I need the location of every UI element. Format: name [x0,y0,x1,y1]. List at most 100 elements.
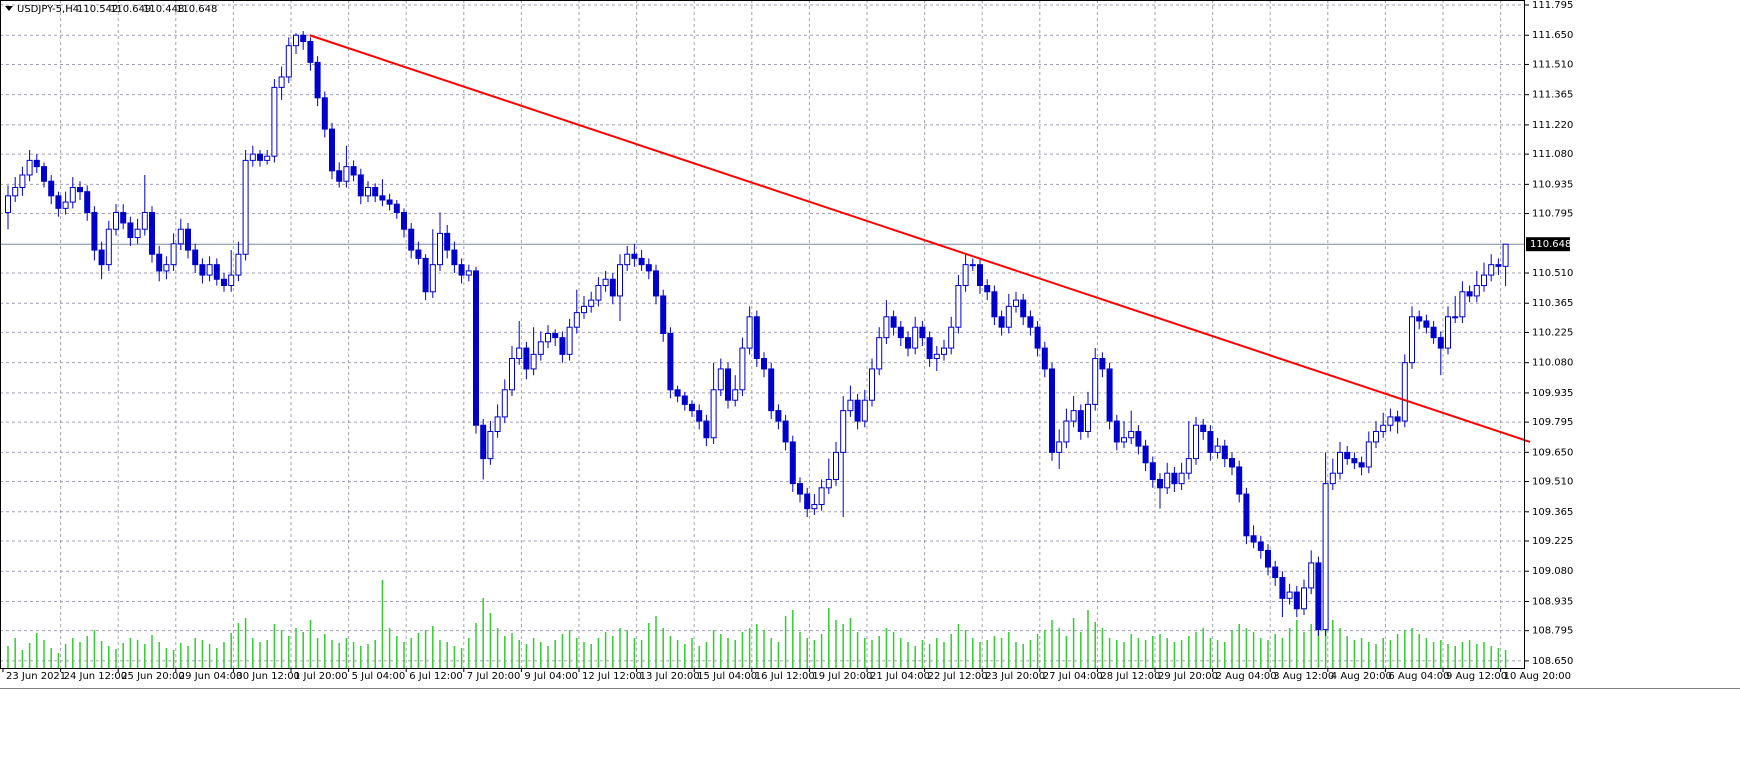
candle-body [1394,416,1401,422]
symbol-label: USDJPY-5,H4 [17,4,79,15]
volume-bar [1303,632,1305,668]
candle-body [818,487,825,505]
volume-bar [950,634,952,668]
candle-body [365,186,371,197]
candle-body [465,270,472,276]
volume-bar [1252,632,1255,668]
volume-bar [1173,642,1176,668]
candle-body [782,420,789,443]
volume-bar [158,642,160,668]
candle-body [905,337,911,349]
candle-body [1387,416,1394,426]
candle-body [631,253,638,259]
x-tick-label: 9 Jul 04:00 [524,671,578,682]
volume-bar [806,638,808,668]
last-price-label: 110.648 [1530,239,1571,250]
candle-body [415,249,422,259]
candle-body [285,45,292,78]
volume-bar [432,626,434,668]
y-tick-label: 109.650 [1532,447,1573,458]
volume-bar [475,623,477,668]
y-tick-label: 109.080 [1532,566,1573,577]
candle-body [1308,562,1315,589]
candle-body [825,478,832,489]
candle-body [393,203,400,214]
candle-body [653,270,659,297]
volume-bar [1231,630,1233,668]
candle-body [91,212,98,251]
volume-bar [223,642,225,668]
candle-body [1365,441,1372,468]
volume-bar [1209,638,1212,668]
candle-body [811,503,818,510]
candle-body [336,170,343,182]
candle-body [1473,285,1480,297]
candle-body [667,332,674,391]
candle-body [199,264,206,276]
candle-body [1207,430,1214,453]
candle-body [1085,403,1091,432]
volume-bar [1396,634,1399,668]
candle-body [703,420,710,439]
x-tick-label: 9 Aug 12:00 [1446,671,1507,682]
volume-bar [763,630,765,668]
x-tick-label: 10 Aug 20:00 [1504,671,1571,682]
volume-bar [331,640,333,668]
candle-body [768,368,775,412]
candle-body [897,326,904,339]
volume-bar [1432,642,1435,668]
candle-body [674,389,681,397]
candle-body [480,424,487,460]
volume-bar [144,644,146,668]
candle-body [98,249,105,266]
candle-body [177,228,184,245]
volume-bar [619,628,621,668]
x-tick-label: 6 Aug 04:00 [1388,671,1449,682]
volume-bar [129,638,132,668]
volume-bar [1360,638,1363,668]
volume-bar [914,646,916,668]
collapse-icon[interactable] [5,6,13,11]
x-tick-label: 2 Aug 04:00 [1216,671,1277,682]
candle-body [725,368,731,401]
volume-bar [698,646,700,668]
x-tick-label: 6 Jul 12:00 [409,671,463,682]
candle-body [170,243,177,266]
x-tick-label: 23 Jul 20:00 [985,671,1045,682]
volume-bar [1368,642,1370,668]
candle-body [134,228,141,239]
volume-bar [1317,616,1320,668]
y-tick-label: 110.225 [1532,327,1573,338]
volume-bar [633,638,636,668]
volume-bar [14,638,16,668]
volume-bar [1404,630,1406,668]
volume-bar [1490,646,1492,668]
volume-bar [885,628,888,668]
candle-body [163,264,170,272]
volume-bar [151,635,153,668]
candle-body [833,451,839,480]
volume-bar [417,633,420,668]
x-tick-label: 28 Jul 12:00 [1100,671,1160,682]
volume-bar [1195,632,1197,668]
candle-body [1495,264,1502,267]
candle-body [919,326,926,339]
volume-bar [280,630,283,668]
x-tick-label: 1 Jul 20:00 [294,671,348,682]
candle-body [789,441,796,485]
candle-body [113,212,119,230]
volume-bar [28,643,31,668]
volume-bar [1504,650,1507,668]
volume-bar [1425,638,1428,668]
volume-bar [230,633,232,668]
volume-bar [367,644,369,668]
candle-body [509,358,515,391]
candle-body [962,264,969,287]
volume-bar [237,623,240,668]
candle-body [127,222,134,239]
volume-bar [568,630,571,668]
volume-bar [547,646,549,668]
x-tick-label: 24 Jun 12:00 [64,671,128,682]
y-tick-label: 111.650 [1532,30,1573,41]
